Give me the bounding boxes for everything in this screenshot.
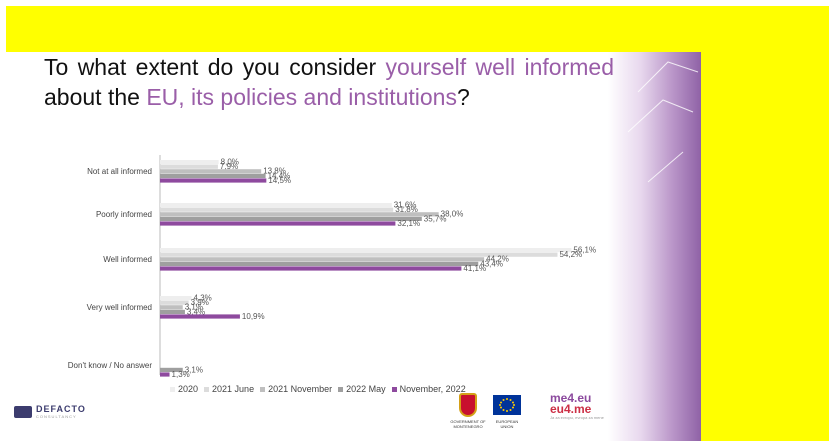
bar bbox=[160, 314, 240, 319]
bar bbox=[160, 300, 189, 305]
me4eu-logo: me4.eu eu4.me Ja za evropu, evropa za me… bbox=[550, 391, 604, 421]
data-label: 32,1% bbox=[397, 219, 420, 228]
defacto-wordmark: DEFACTO bbox=[36, 404, 86, 414]
chart-title: To what extent do you consider yourself … bbox=[44, 52, 614, 112]
legend-label: 2022 May bbox=[346, 384, 386, 394]
bar bbox=[160, 367, 183, 372]
decor-lines bbox=[627, 61, 699, 183]
data-label: 3,9% bbox=[191, 298, 209, 307]
eu-caption: EUROPEAN UNION bbox=[495, 419, 519, 429]
data-label: 14,5% bbox=[268, 176, 291, 185]
bar bbox=[160, 173, 266, 178]
data-label: 54,2% bbox=[559, 250, 582, 259]
data-label: 56,1% bbox=[573, 246, 596, 255]
yellow-right-band bbox=[701, 52, 829, 441]
title-part-2: yourself well informed bbox=[385, 54, 614, 80]
bar bbox=[160, 212, 439, 217]
bar bbox=[160, 257, 485, 262]
data-label: 3,1% bbox=[185, 303, 203, 312]
eu-stars-icon bbox=[499, 398, 515, 412]
data-label: 31,6% bbox=[394, 201, 417, 210]
gov-caption: GOVERNMENT OF MONTENEGRO bbox=[450, 419, 486, 429]
data-label: 8,0% bbox=[221, 158, 239, 167]
bar bbox=[160, 296, 192, 301]
purple-decor-band bbox=[608, 52, 701, 441]
category-label: Very well informed bbox=[87, 303, 152, 312]
data-label: 10,9% bbox=[242, 312, 265, 321]
legend-label: 2020 bbox=[178, 384, 199, 394]
data-label: 31,8% bbox=[395, 205, 418, 214]
data-label: 3,4% bbox=[187, 307, 205, 316]
data-label: 43,4% bbox=[480, 259, 503, 268]
category-label: Don't know / No answer bbox=[68, 361, 153, 370]
data-label: 41,1% bbox=[463, 264, 486, 273]
legend-swatch bbox=[391, 386, 397, 392]
bar bbox=[160, 221, 396, 226]
category-label: Well informed bbox=[103, 255, 152, 264]
legend-swatch bbox=[260, 386, 266, 392]
bar bbox=[160, 203, 392, 208]
data-label: 14,4% bbox=[268, 171, 291, 180]
defacto-mark-icon bbox=[14, 405, 32, 418]
defacto-subtitle: CONSULTANCY bbox=[36, 414, 77, 419]
legend-item-2020: 2020 bbox=[170, 384, 198, 394]
yellow-top-band bbox=[6, 6, 829, 52]
montenegro-government-logo: GOVERNMENT OF MONTENEGRO bbox=[448, 393, 488, 429]
data-label: 38,0% bbox=[441, 210, 464, 219]
category-label: Not at all informed bbox=[87, 167, 152, 176]
me4eu-line2: eu4.me bbox=[550, 402, 592, 416]
legend-swatch bbox=[170, 386, 175, 392]
legend-swatch bbox=[338, 386, 344, 392]
me4eu-line1: me4.eu bbox=[550, 391, 592, 405]
bar bbox=[160, 305, 183, 310]
bar bbox=[160, 261, 479, 266]
data-label: 13,8% bbox=[263, 167, 286, 176]
eu-logo: EUROPEAN UNION bbox=[490, 395, 524, 429]
legend-item-2021-june: 2021 June bbox=[204, 384, 254, 394]
eu-flag-icon bbox=[493, 395, 521, 415]
data-label: 7,9% bbox=[220, 162, 238, 171]
data-label: 1,3% bbox=[172, 370, 190, 379]
bar bbox=[160, 164, 218, 169]
title-part-5: ? bbox=[456, 84, 470, 110]
bar bbox=[160, 178, 267, 183]
bar bbox=[160, 252, 558, 257]
bar bbox=[160, 266, 462, 271]
bar bbox=[160, 160, 219, 165]
bar bbox=[160, 372, 170, 377]
bar bbox=[160, 169, 262, 174]
legend-label: 2021 November bbox=[268, 384, 333, 394]
category-label: Poorly informed bbox=[96, 210, 152, 219]
me4eu-tagline: Ja za evropu, evropa za mene bbox=[550, 415, 604, 420]
bar bbox=[160, 309, 185, 314]
defacto-logo: DEFACTO CONSULTANCY bbox=[14, 404, 86, 419]
chart-legend: 2020 2021 June 2021 November 2022 May No… bbox=[170, 384, 466, 394]
legend-swatch bbox=[204, 386, 210, 392]
title-part-3: about the bbox=[44, 84, 147, 110]
title-part-4: EU, its policies and institutions bbox=[146, 84, 457, 110]
data-label: 3,1% bbox=[185, 365, 203, 374]
data-label: 4,3% bbox=[194, 294, 212, 303]
data-label: 44,2% bbox=[486, 255, 509, 264]
legend-item-2021-november: 2021 November bbox=[260, 384, 332, 394]
legend-label: 2021 June bbox=[212, 384, 255, 394]
legend-label: November, 2022 bbox=[399, 384, 466, 394]
legend-item-november-2022: November, 2022 bbox=[391, 384, 466, 394]
bar bbox=[160, 207, 394, 212]
legend-item-2022-may: 2022 May bbox=[338, 384, 386, 394]
bar bbox=[160, 216, 422, 221]
coat-of-arms-icon bbox=[459, 393, 477, 417]
data-label: 35,7% bbox=[424, 214, 447, 223]
bar bbox=[160, 248, 572, 253]
title-part-1: To what extent do you consider bbox=[44, 54, 386, 80]
